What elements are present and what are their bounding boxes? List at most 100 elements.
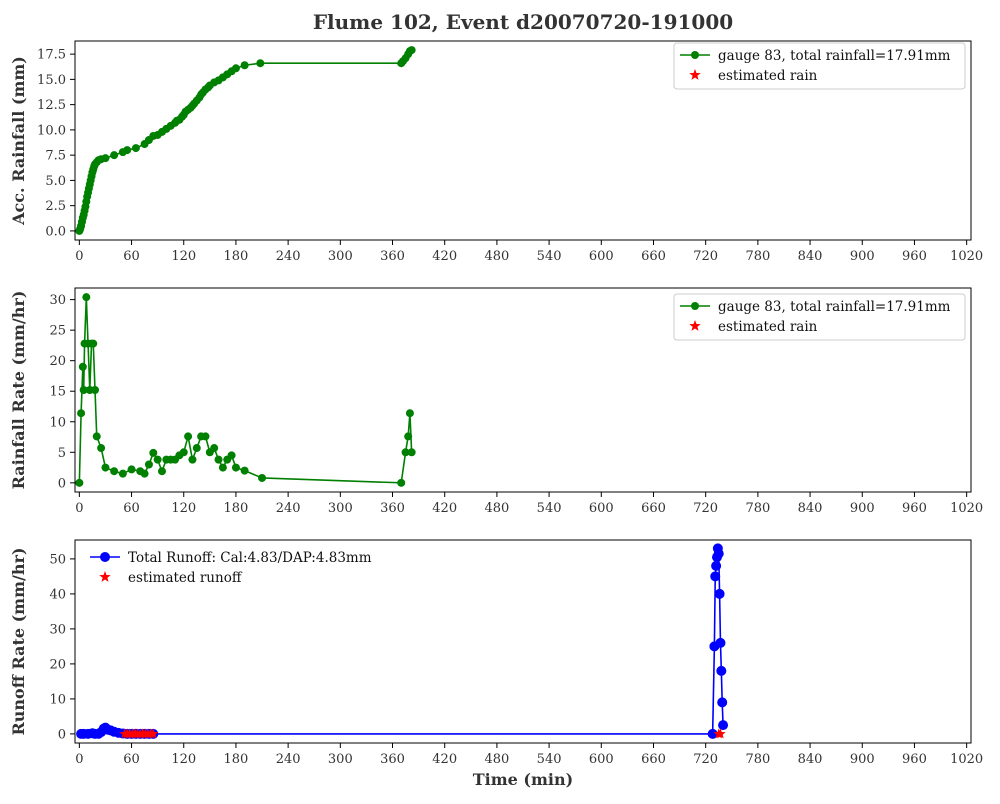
x-tick-label: 480 xyxy=(484,752,509,767)
x-tick-label: 480 xyxy=(484,249,509,264)
data-point xyxy=(231,463,240,472)
x-tick-label: 900 xyxy=(850,501,875,516)
data-point xyxy=(78,362,87,371)
legend: gauge 83, total rainfall=17.91mm estimate… xyxy=(673,293,966,341)
x-tick-label: 300 xyxy=(328,752,353,767)
data-point xyxy=(214,455,223,464)
legend-label: estimated rain xyxy=(718,68,818,84)
x-tick-label: 420 xyxy=(432,501,457,516)
figure-title: Flume 102, Event d20070720-191000 xyxy=(313,10,733,34)
data-point xyxy=(131,144,140,153)
data-point xyxy=(97,444,106,453)
x-tick-label: 540 xyxy=(537,752,562,767)
data-point xyxy=(407,46,416,55)
data-point xyxy=(157,467,166,476)
data-point xyxy=(711,560,722,571)
x-tick-label: 960 xyxy=(902,501,927,516)
legend: gauge 83, total rainfall=17.91mm estimate… xyxy=(673,42,966,90)
legend-label: estimated runoff xyxy=(128,570,243,586)
x-tick-label: 660 xyxy=(641,752,666,767)
x-tick-label: 960 xyxy=(902,752,927,767)
x-tick-label: 660 xyxy=(641,501,666,516)
legend: Total Runoff: Cal:4.83/DAP:4.83mm estimat… xyxy=(90,550,372,586)
data-point xyxy=(101,463,110,472)
data-point xyxy=(153,455,162,464)
y-tick-label: 40 xyxy=(49,587,66,602)
x-tick-label: 840 xyxy=(798,501,823,516)
x-tick-label: 300 xyxy=(328,501,353,516)
x-tick-label: 660 xyxy=(641,249,666,264)
data-point xyxy=(397,478,406,487)
data-point xyxy=(92,432,101,441)
y-tick-label: 15 xyxy=(49,385,66,400)
subplot-3: 0 60 120 180 240 300 360 420 480 540 600 660 720 780 8… xyxy=(9,539,983,789)
axes-frame xyxy=(74,40,972,241)
legend-frame xyxy=(673,293,966,341)
y-tick-label: 10.0 xyxy=(37,123,66,138)
x-tick-label: 0 xyxy=(75,752,83,767)
y-tick-label: 5 xyxy=(58,446,66,461)
data-point xyxy=(91,386,100,394)
x-tick-label: 720 xyxy=(693,752,718,767)
data-point xyxy=(140,469,149,478)
data-point xyxy=(82,293,91,302)
data-point xyxy=(149,448,158,457)
x-tick-label: 780 xyxy=(745,249,770,264)
data-point xyxy=(405,409,414,418)
subplots: 0 60 120 180 240 300 360 420 480 540 600 660 720 780 8… xyxy=(9,40,983,789)
data-point xyxy=(218,463,227,472)
data-point xyxy=(101,154,110,163)
y-axis-label: Rainfall Rate (mm/hr) xyxy=(9,291,28,490)
x-tick-label: 360 xyxy=(380,249,405,264)
data-point xyxy=(258,473,267,482)
x-axis-label: Time (min) xyxy=(473,770,573,789)
data-point xyxy=(715,637,726,648)
legend-marker-star xyxy=(689,69,701,80)
x-tick-label: 780 xyxy=(745,752,770,767)
data-point xyxy=(144,460,153,469)
data-point xyxy=(75,478,84,487)
data-point xyxy=(110,151,119,160)
series-1 xyxy=(75,46,416,235)
data-point xyxy=(184,432,193,441)
x-tick-label: 120 xyxy=(171,752,196,767)
x-tick-label: 240 xyxy=(276,752,301,767)
x-tick-label: 900 xyxy=(850,752,875,767)
x-tick-label: 240 xyxy=(276,249,301,264)
data-point xyxy=(201,432,210,441)
x-tick-label: 180 xyxy=(224,752,249,767)
y-tick-label: 50 xyxy=(49,552,66,567)
y-axis-label: Runoff Rate (mm/hr) xyxy=(9,547,28,735)
x-tick-label: 420 xyxy=(432,752,457,767)
legend-marker-star xyxy=(689,320,701,331)
data-point xyxy=(188,455,197,464)
data-point xyxy=(707,728,718,739)
legend-marker xyxy=(100,552,110,562)
data-point xyxy=(231,64,240,73)
legend-label: estimated rain xyxy=(718,319,818,335)
x-tick-label: 60 xyxy=(123,752,140,767)
y-tick-label: 0 xyxy=(58,476,66,491)
x-tick-label: 300 xyxy=(328,249,353,264)
x-tick-label: 840 xyxy=(798,249,823,264)
x-tick-label: 720 xyxy=(693,249,718,264)
y-tick-label: 15.0 xyxy=(37,73,66,88)
y-tick-label: 7.5 xyxy=(45,149,66,164)
subplot-1: 0 60 120 180 240 300 360 420 480 540 600 660 720 780 8… xyxy=(9,40,983,264)
axes-frame xyxy=(74,287,972,493)
data-point xyxy=(240,466,249,475)
data-point xyxy=(718,720,729,731)
data-point xyxy=(179,448,188,457)
y-tick-label: 30 xyxy=(49,622,66,637)
data-point xyxy=(89,339,98,348)
data-point xyxy=(716,665,727,676)
y-tick-label: 0.0 xyxy=(45,224,66,239)
data-point xyxy=(407,448,416,457)
y-tick-label: 20 xyxy=(49,354,66,369)
y-tick-label: 20 xyxy=(49,657,66,672)
data-point xyxy=(717,697,728,708)
data-point-star xyxy=(715,728,726,739)
x-tick-label: 900 xyxy=(850,249,875,264)
